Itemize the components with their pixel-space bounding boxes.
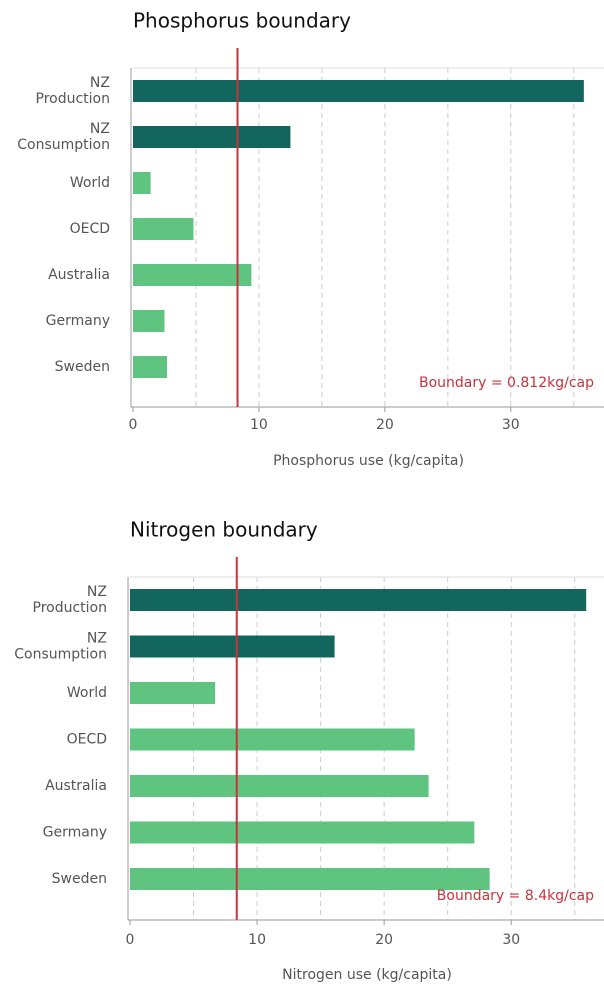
bar: [133, 356, 168, 378]
x-tick-label: 30: [502, 417, 520, 433]
chart-title: Nitrogen boundary: [130, 518, 318, 542]
x-axis-label: Phosphorus use (kg/capita): [273, 453, 464, 469]
y-tick-label: OECD: [67, 732, 107, 748]
y-tick-label: OECD: [70, 221, 110, 237]
bar: [133, 126, 291, 148]
y-tick-label: World: [67, 685, 107, 701]
bar: [130, 775, 429, 797]
y-tick-label: Sweden: [55, 359, 110, 375]
bar: [130, 682, 216, 704]
x-tick-label: 30: [502, 932, 520, 948]
bar: [130, 589, 587, 611]
bar: [130, 868, 490, 890]
x-tick-label: 0: [129, 417, 138, 433]
x-tick-label: 20: [375, 932, 393, 948]
y-tick-label: NZ Production: [33, 584, 107, 616]
x-tick-label: 20: [376, 417, 394, 433]
x-tick-label: 0: [126, 932, 135, 948]
bar: [133, 310, 165, 332]
chart-title: Phosphorus boundary: [133, 9, 351, 33]
bar: [133, 218, 194, 240]
bar: [133, 264, 252, 286]
y-tick-label: World: [70, 175, 110, 191]
x-tick-label: 10: [250, 417, 268, 433]
y-tick-label: NZ Consumption: [17, 121, 110, 153]
y-tick-label: NZ Consumption: [14, 631, 107, 663]
y-tick-label: NZ Production: [36, 75, 110, 107]
y-tick-label: Sweden: [52, 871, 107, 887]
y-tick-label: Germany: [43, 825, 107, 841]
bar: [130, 635, 335, 658]
y-tick-label: Germany: [46, 313, 110, 329]
bar: [133, 80, 584, 102]
bar: [130, 728, 415, 751]
y-tick-label: Australia: [48, 267, 110, 283]
bar: [133, 172, 151, 194]
boundary-label: Boundary = 0.812kg/cap: [419, 375, 594, 391]
x-tick-label: 10: [248, 932, 266, 948]
boundary-label: Boundary = 8.4kg/cap: [437, 888, 594, 904]
bar: [130, 821, 475, 844]
y-tick-label: Australia: [45, 778, 107, 794]
x-axis-label: Nitrogen use (kg/capita): [282, 967, 452, 983]
